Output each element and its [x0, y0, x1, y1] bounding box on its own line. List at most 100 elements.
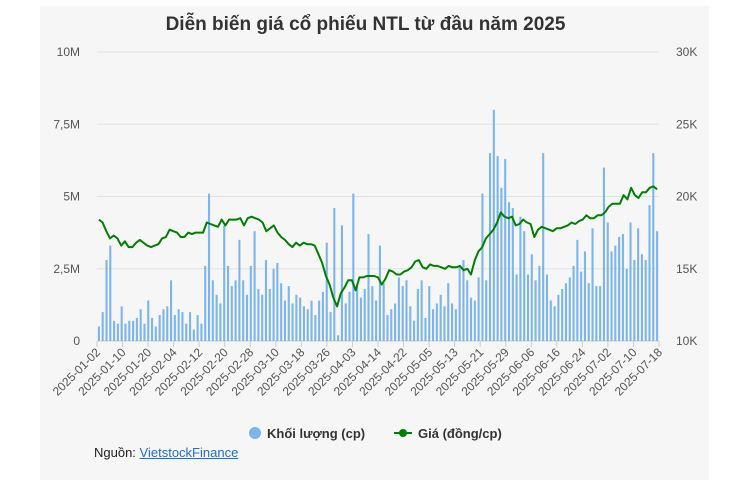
volume-bar: [154, 326, 157, 341]
volume-bar: [458, 265, 461, 341]
volume-bar: [329, 312, 332, 341]
volume-bar: [386, 314, 389, 341]
volume-bar: [504, 158, 507, 341]
volume-bar: [454, 309, 457, 341]
volume-bar: [200, 323, 203, 341]
volume-bar: [599, 286, 602, 341]
volume-bar: [656, 231, 659, 341]
volume-bar: [158, 314, 161, 341]
volume-bar: [538, 265, 541, 341]
volume-bar: [523, 231, 526, 341]
volume-bar: [253, 231, 256, 341]
volume-bar: [135, 317, 138, 341]
volume-bar: [173, 314, 176, 341]
volume-bar: [466, 280, 469, 341]
volume-bar: [325, 242, 328, 341]
volume-bars: [97, 109, 659, 341]
volume-bar: [192, 329, 195, 341]
volume-bar: [473, 300, 476, 341]
volume-bar: [234, 280, 237, 341]
volume-bar: [561, 288, 564, 341]
volume-bar: [204, 265, 207, 341]
volume-bar: [337, 335, 340, 341]
volume-bar: [580, 271, 583, 341]
volume-bar: [485, 280, 488, 341]
volume-bar: [625, 268, 628, 341]
volume-bar: [633, 260, 636, 341]
volume-bar: [591, 228, 594, 341]
volume-bar: [443, 306, 446, 341]
volume-bar: [572, 265, 575, 341]
volume-bar: [177, 309, 180, 341]
volume-bar: [576, 239, 579, 341]
volume-bar: [549, 300, 552, 341]
volume-bar: [530, 254, 533, 341]
volume-bar: [207, 193, 211, 341]
volume-bar: [291, 303, 294, 341]
volume-bar: [139, 309, 142, 341]
volume-bar: [428, 286, 431, 341]
y-left-tick-label: 5M: [63, 190, 80, 204]
volume-bar: [211, 280, 214, 341]
y-right-tick-label: 30K: [676, 45, 697, 59]
volume-bar: [143, 323, 146, 341]
volume-bar: [242, 280, 245, 341]
volume-bar: [610, 251, 613, 341]
volume-bar: [321, 291, 324, 341]
volume-bar: [378, 245, 381, 341]
volume-bar: [652, 153, 655, 341]
y-left-tick-label: 2,5M: [53, 262, 80, 276]
volume-bar: [435, 303, 438, 341]
volume-bar: [629, 222, 632, 341]
volume-bar: [583, 251, 586, 341]
volume-bar: [432, 309, 435, 341]
volume-bar: [287, 286, 290, 341]
y-right-tick-label: 25K: [676, 117, 697, 131]
volume-bar: [481, 193, 484, 341]
volume-bar: [507, 202, 511, 341]
price-line: [98, 185, 658, 308]
volume-bar: [223, 225, 226, 341]
volume-bar: [557, 294, 560, 341]
volume-bar: [261, 294, 264, 341]
source-label: Nguồn:: [94, 445, 136, 460]
volume-bar: [492, 109, 495, 341]
volume-bar: [500, 187, 503, 341]
volume-bar: [120, 306, 123, 341]
volume-bar: [188, 312, 192, 341]
volume-bar: [196, 314, 199, 341]
volume-bar: [295, 294, 298, 341]
gridlines: [97, 51, 659, 342]
volume-bar: [299, 297, 302, 341]
volume-bar: [151, 317, 154, 341]
volume-bar: [416, 288, 419, 341]
volume-bar: [124, 323, 127, 341]
volume-bar: [545, 274, 549, 341]
volume-bar: [405, 280, 408, 341]
y-right-tick-label: 20K: [676, 190, 697, 204]
volume-bar: [587, 283, 590, 341]
volume-bar: [359, 297, 362, 341]
volume-bar: [519, 216, 522, 341]
volume-bar: [542, 153, 545, 341]
legend-price-label[interactable]: Giá (đồng/cp): [418, 426, 502, 441]
volume-bar: [340, 225, 343, 341]
volume-bar: [314, 314, 317, 341]
volume-bar: [553, 306, 556, 341]
volume-bar: [185, 323, 188, 341]
source-link[interactable]: VietstockFinance: [139, 445, 239, 460]
volume-bar: [97, 326, 100, 341]
legend[interactable]: Khối lượng (cp) Giá (đồng/cp): [249, 426, 502, 441]
volume-bar: [382, 283, 385, 341]
volume-bar: [413, 320, 416, 341]
source-note: Nguồn: VietstockFinance: [94, 445, 238, 460]
volume-bar: [394, 303, 397, 341]
volume-bar: [264, 260, 268, 341]
legend-volume-label[interactable]: Khối lượng (cp): [267, 426, 365, 441]
chart-background: [40, 6, 709, 480]
volume-bar: [447, 283, 450, 341]
volume-bar: [280, 283, 283, 341]
y-right-tick-label: 15K: [676, 262, 697, 276]
y-left-tick-label: 10M: [57, 45, 80, 59]
chart-title: Diễn biến giá cổ phiếu NTL từ đầu năm 20…: [165, 14, 566, 35]
